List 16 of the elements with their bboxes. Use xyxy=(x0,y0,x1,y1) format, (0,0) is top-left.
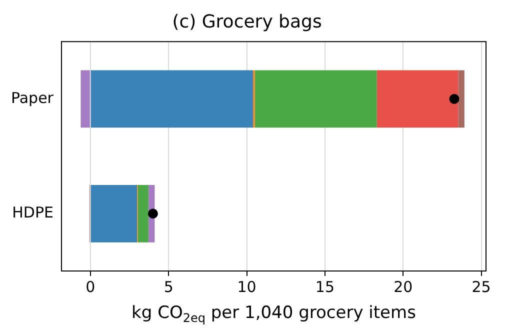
bar xyxy=(376,70,458,128)
x-tick-label: 0 xyxy=(86,278,96,296)
y-tick-label: HDPE xyxy=(12,204,54,222)
bar xyxy=(90,184,138,242)
x-tick-label: 25 xyxy=(472,278,491,296)
bar xyxy=(90,70,254,128)
x-tick-label: 20 xyxy=(394,278,413,296)
bar xyxy=(254,70,377,128)
x-tick-label: 5 xyxy=(164,278,174,296)
bar xyxy=(80,70,90,128)
y-tick-label: Paper xyxy=(10,88,54,107)
x-tick-label: 15 xyxy=(315,278,334,296)
bar xyxy=(138,184,148,242)
chart-title: (c) Grocery bags xyxy=(172,11,322,32)
x-tick-label: 10 xyxy=(237,278,256,296)
bar xyxy=(458,70,464,128)
